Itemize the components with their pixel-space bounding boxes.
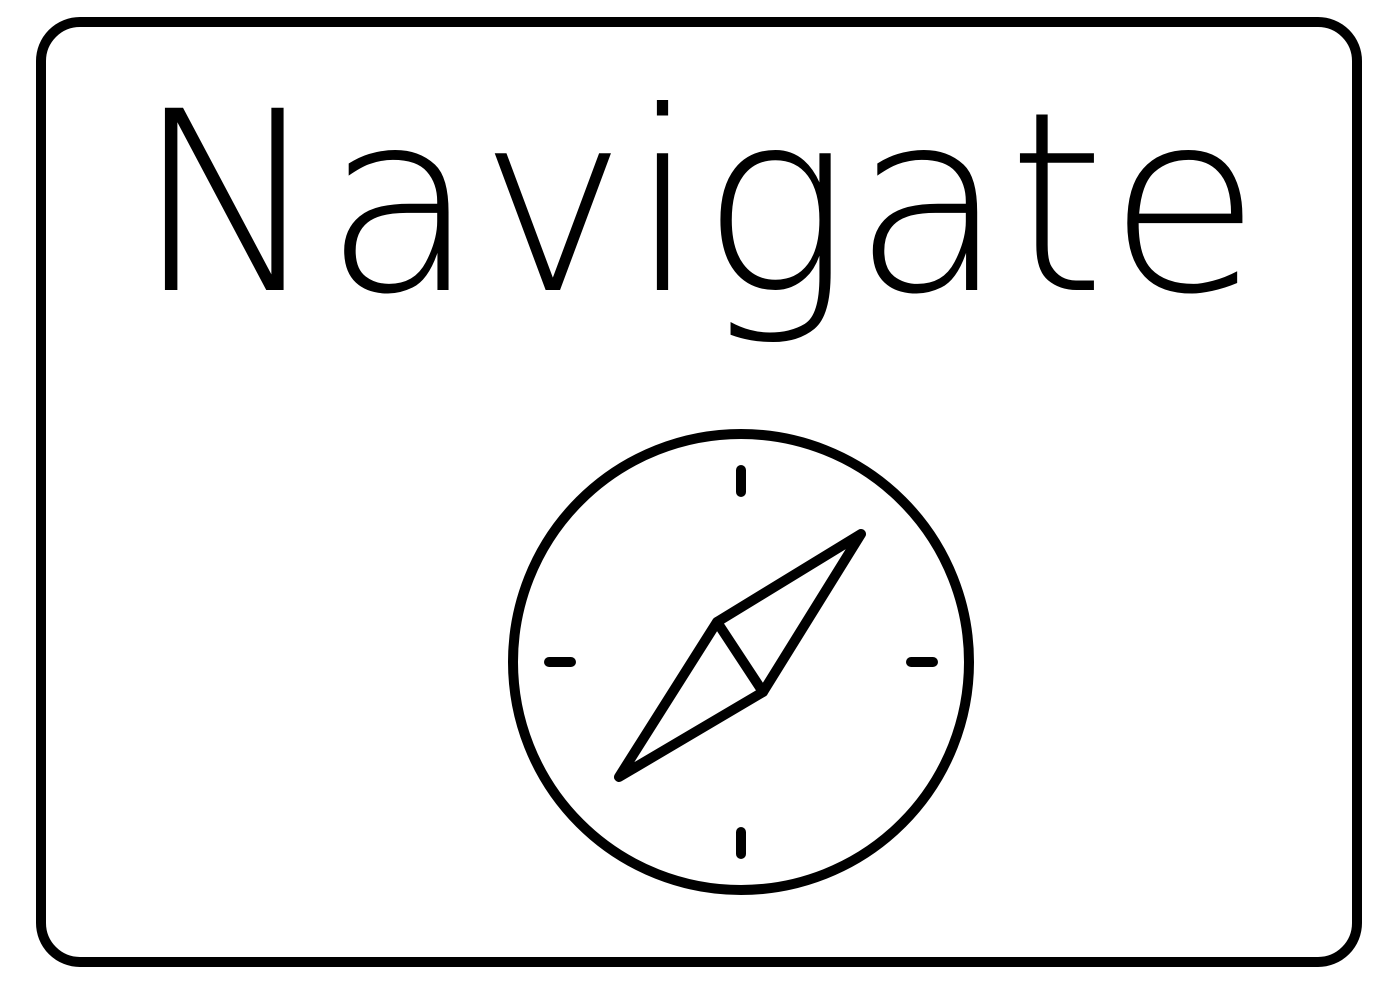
compass-icon [508,429,974,895]
navigate-card[interactable]: Navigate [36,17,1362,967]
card-title: Navigate [134,58,1264,349]
